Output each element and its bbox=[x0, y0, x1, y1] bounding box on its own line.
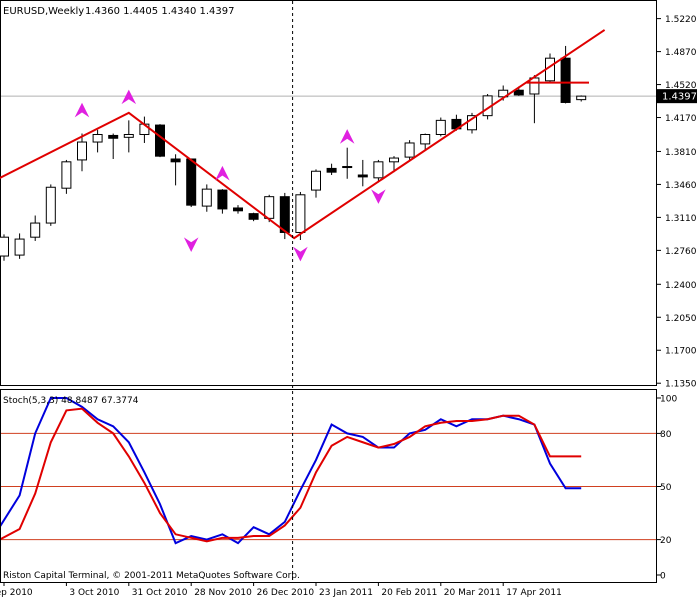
candle bbox=[14, 233, 25, 259]
copyright-text: Riston Capital Terminal, © 2001-2011 Met… bbox=[3, 571, 300, 581]
candle bbox=[77, 133, 87, 172]
fractal-down-arrow bbox=[183, 237, 199, 252]
fractal-down-arrow bbox=[371, 189, 386, 204]
price-tick-label: 1.2050 bbox=[665, 314, 697, 324]
candle bbox=[295, 191, 306, 241]
candle bbox=[311, 169, 321, 198]
price-panel-frame bbox=[0, 0, 657, 386]
candle bbox=[357, 159, 368, 187]
stochastic-panel-frame bbox=[0, 389, 657, 583]
stochastic-tick-label: 80 bbox=[660, 430, 672, 440]
candle bbox=[186, 158, 197, 208]
symbol-label: EURUSD,Weekly bbox=[3, 6, 84, 17]
candle bbox=[92, 129, 103, 153]
candle bbox=[201, 184, 212, 212]
stochastic-tick-label: 20 bbox=[660, 536, 672, 546]
candle bbox=[217, 189, 228, 214]
time-tick-label: 26 Dec 2010 bbox=[257, 588, 315, 598]
time-tick-label: 31 Oct 2010 bbox=[132, 588, 188, 598]
candle bbox=[404, 140, 415, 161]
candle bbox=[576, 95, 587, 102]
candle bbox=[342, 147, 353, 179]
time-tick-label: 28 Nov 2010 bbox=[194, 588, 252, 598]
candle bbox=[108, 133, 119, 159]
svg-text:1.4397: 1.4397 bbox=[662, 92, 697, 103]
zigzag-line bbox=[0, 29, 606, 240]
price-tick-label: 1.2400 bbox=[665, 281, 697, 291]
candle bbox=[420, 133, 431, 151]
candles bbox=[0, 45, 587, 261]
fractal-up-arrow bbox=[74, 102, 90, 118]
candle bbox=[30, 215, 41, 241]
time-tick-label: 5 Sep 2010 bbox=[0, 588, 33, 598]
candle bbox=[123, 120, 134, 153]
time-tick-label: 17 Apr 2011 bbox=[506, 588, 562, 598]
price-tick-label: 1.3110 bbox=[665, 214, 697, 224]
price-tick-label: 1.3810 bbox=[665, 148, 697, 158]
candle bbox=[435, 117, 446, 137]
stochastic-tick-label: 50 bbox=[660, 483, 672, 493]
price-panel[interactable]: 1.5220 1.4870 1.4520 1.4170 1.3810 1.3460 1.31… bbox=[0, 0, 697, 390]
candle bbox=[326, 163, 337, 176]
time-tick-label: 23 Jan 2011 bbox=[319, 588, 373, 598]
price-tick-label: 1.4870 bbox=[665, 48, 697, 58]
candle bbox=[61, 159, 72, 194]
price-axis-label-current: 1.4397 bbox=[657, 89, 697, 104]
stochastic-signal-line bbox=[1, 407, 582, 543]
fractal-up-arrow bbox=[339, 129, 355, 144]
time-tick-label: 3 Oct 2010 bbox=[69, 588, 119, 598]
stochastic-label: Stoch(5,3,3) 48.8487 67.3774 bbox=[3, 396, 139, 406]
price-axis: 1.5220 1.4870 1.4520 1.4170 1.3810 1.3460 1.31… bbox=[657, 15, 697, 390]
price-tick-label: 1.1350 bbox=[665, 380, 697, 390]
price-tick-label: 1.4170 bbox=[665, 114, 697, 124]
candle bbox=[0, 234, 9, 261]
price-tick-label: 1.5220 bbox=[665, 15, 697, 25]
price-tick-label: 1.2760 bbox=[665, 247, 697, 257]
stochastic-axis: 100 80 50 20 0 bbox=[657, 395, 677, 582]
candle bbox=[45, 184, 56, 226]
stochastic-tick-label: 0 bbox=[660, 572, 666, 582]
candle bbox=[248, 212, 259, 222]
fractal-up-arrow bbox=[215, 165, 230, 181]
fractal-arrows bbox=[74, 89, 386, 262]
candle bbox=[389, 156, 399, 173]
price-tick-label: 1.1700 bbox=[665, 347, 697, 357]
stochastic-tick-label: 100 bbox=[660, 395, 677, 405]
candle bbox=[170, 154, 181, 186]
fractal-up-arrow bbox=[121, 89, 137, 105]
candle bbox=[233, 205, 243, 214]
ohlc-readout: 1.4360 1.4405 1.4340 1.4397 bbox=[85, 6, 235, 17]
zigzag-polyline bbox=[0, 29, 606, 240]
price-tick-label: 1.4520 bbox=[665, 81, 697, 91]
fractal-down-arrow bbox=[293, 246, 308, 262]
candle bbox=[155, 124, 165, 158]
time-tick-label: 20 Feb 2011 bbox=[381, 588, 437, 598]
time-tick-label: 20 Mar 2011 bbox=[444, 588, 501, 598]
time-axis: 5 Sep 2010 3 Oct 2010 31 Oct 2010 28 Nov 20… bbox=[0, 582, 562, 598]
candle bbox=[373, 159, 384, 183]
price-tick-label: 1.3460 bbox=[665, 181, 697, 191]
